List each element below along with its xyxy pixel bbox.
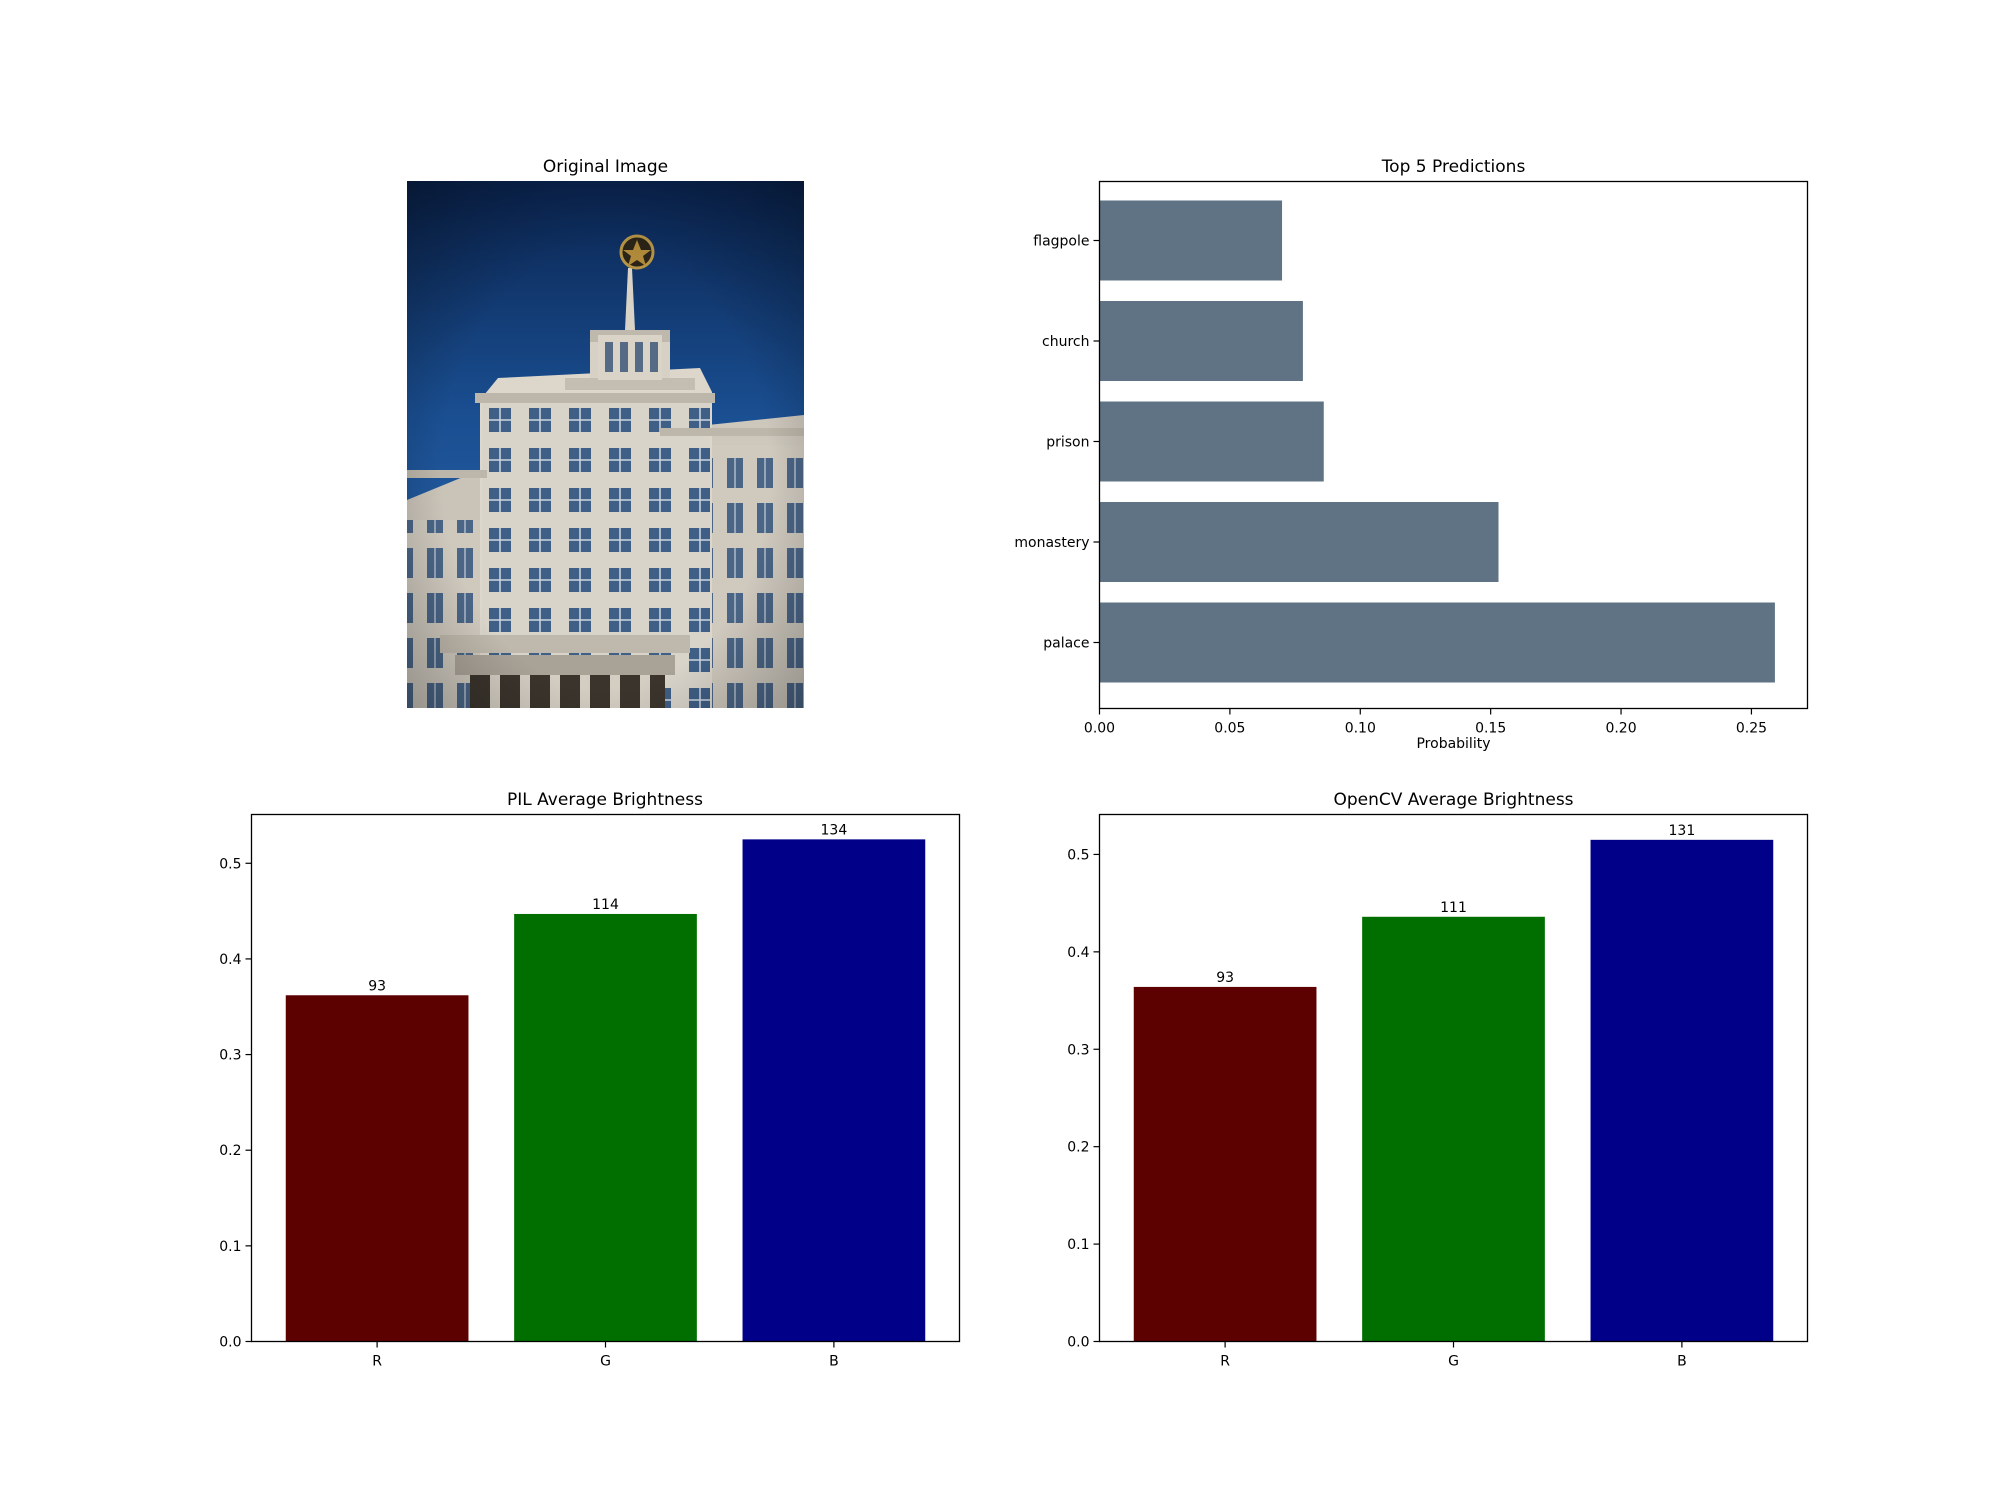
x-tick-label-B: B xyxy=(1677,1354,1687,1370)
y-tick-label-prison: prison xyxy=(1046,435,1089,451)
x-tick-label-0: 0.00 xyxy=(1084,721,1115,737)
predictions-axes-frame xyxy=(1098,180,1809,710)
y-tick-label-1: 0.1 xyxy=(219,1239,241,1255)
bar-G xyxy=(514,913,697,1342)
building-photo xyxy=(407,181,804,708)
y-tick-label-palace: palace xyxy=(1043,636,1089,652)
predictions-bars xyxy=(1099,200,1775,683)
x-tick-label-1: 0.05 xyxy=(1214,721,1245,737)
image-title: Original Image xyxy=(543,157,668,177)
original-image-panel: Original Image xyxy=(407,157,804,708)
x-tick-label-R: R xyxy=(372,1354,382,1370)
opencv-bars: 93 111 131 xyxy=(1133,823,1774,1342)
data-label-R: 93 xyxy=(368,978,386,994)
x-tick-label-4: 0.20 xyxy=(1605,721,1636,737)
pil-y-ticks: 0.0 0.1 0.2 0.3 0.4 0.5 xyxy=(219,856,252,1351)
bar-monastery xyxy=(1099,502,1499,582)
x-tick-label-G: G xyxy=(1448,1354,1459,1370)
x-tick-label-B: B xyxy=(829,1354,839,1370)
y-tick-label-monastery: monastery xyxy=(1014,535,1089,551)
x-tick-label-G: G xyxy=(600,1354,611,1370)
y-tick-label-5: 0.5 xyxy=(219,856,241,872)
predictions-x-ticks: 0.00 0.05 0.10 0.15 0.20 0.25 xyxy=(1084,708,1767,737)
bar-R xyxy=(285,995,469,1342)
y-tick-label-4: 0.4 xyxy=(219,952,241,968)
data-label-G: 114 xyxy=(592,897,619,913)
data-label-G: 111 xyxy=(1440,900,1467,916)
y-tick-label-0: 0.0 xyxy=(1067,1335,1089,1351)
pil-title: PIL Average Brightness xyxy=(507,790,703,810)
x-tick-label-2: 0.10 xyxy=(1345,721,1376,737)
bar-R xyxy=(1133,986,1317,1342)
y-tick-label-0: 0.0 xyxy=(219,1335,241,1351)
y-tick-label-1: 0.1 xyxy=(1067,1237,1089,1253)
opencv-title: OpenCV Average Brightness xyxy=(1333,790,1573,810)
bar-flagpole xyxy=(1099,200,1283,281)
bar-G xyxy=(1362,916,1545,1342)
opencv-y-ticks: 0.0 0.1 0.2 0.3 0.4 0.5 xyxy=(1067,847,1100,1351)
predictions-chart: Top 5 Predictions 0.00 0.05 0.10 0.15 0.20 0.… xyxy=(1014,157,1809,752)
bar-B xyxy=(742,839,926,1342)
y-tick-label-flagpole: flagpole xyxy=(1033,234,1089,250)
y-tick-label-church: church xyxy=(1042,334,1089,350)
data-label-R: 93 xyxy=(1216,970,1234,986)
y-tick-label-3: 0.3 xyxy=(1067,1042,1089,1058)
y-tick-label-4: 0.4 xyxy=(1067,945,1089,961)
pil-bars: 93 114 134 xyxy=(285,822,926,1342)
bar-church xyxy=(1099,301,1303,381)
bar-prison xyxy=(1099,401,1324,482)
bar-B xyxy=(1590,839,1774,1342)
y-tick-label-5: 0.5 xyxy=(1067,847,1089,863)
opencv-brightness-chart: OpenCV Average Brightness 93 111 131 R G B 0… xyxy=(1067,790,1809,1370)
x-tick-label-R: R xyxy=(1220,1354,1230,1370)
predictions-x-label: Probability xyxy=(1416,736,1490,752)
predictions-title: Top 5 Predictions xyxy=(1381,157,1526,177)
bar-palace xyxy=(1099,602,1775,683)
data-label-B: 134 xyxy=(821,822,848,838)
y-tick-label-3: 0.3 xyxy=(219,1048,241,1064)
x-tick-label-3: 0.15 xyxy=(1475,721,1506,737)
y-tick-label-2: 0.2 xyxy=(1067,1140,1089,1156)
x-tick-label-5: 0.25 xyxy=(1736,721,1767,737)
data-label-B: 131 xyxy=(1669,823,1696,839)
y-tick-label-2: 0.2 xyxy=(219,1143,241,1159)
predictions-y-ticks: palace monastery prison church flagpole xyxy=(1014,234,1100,652)
